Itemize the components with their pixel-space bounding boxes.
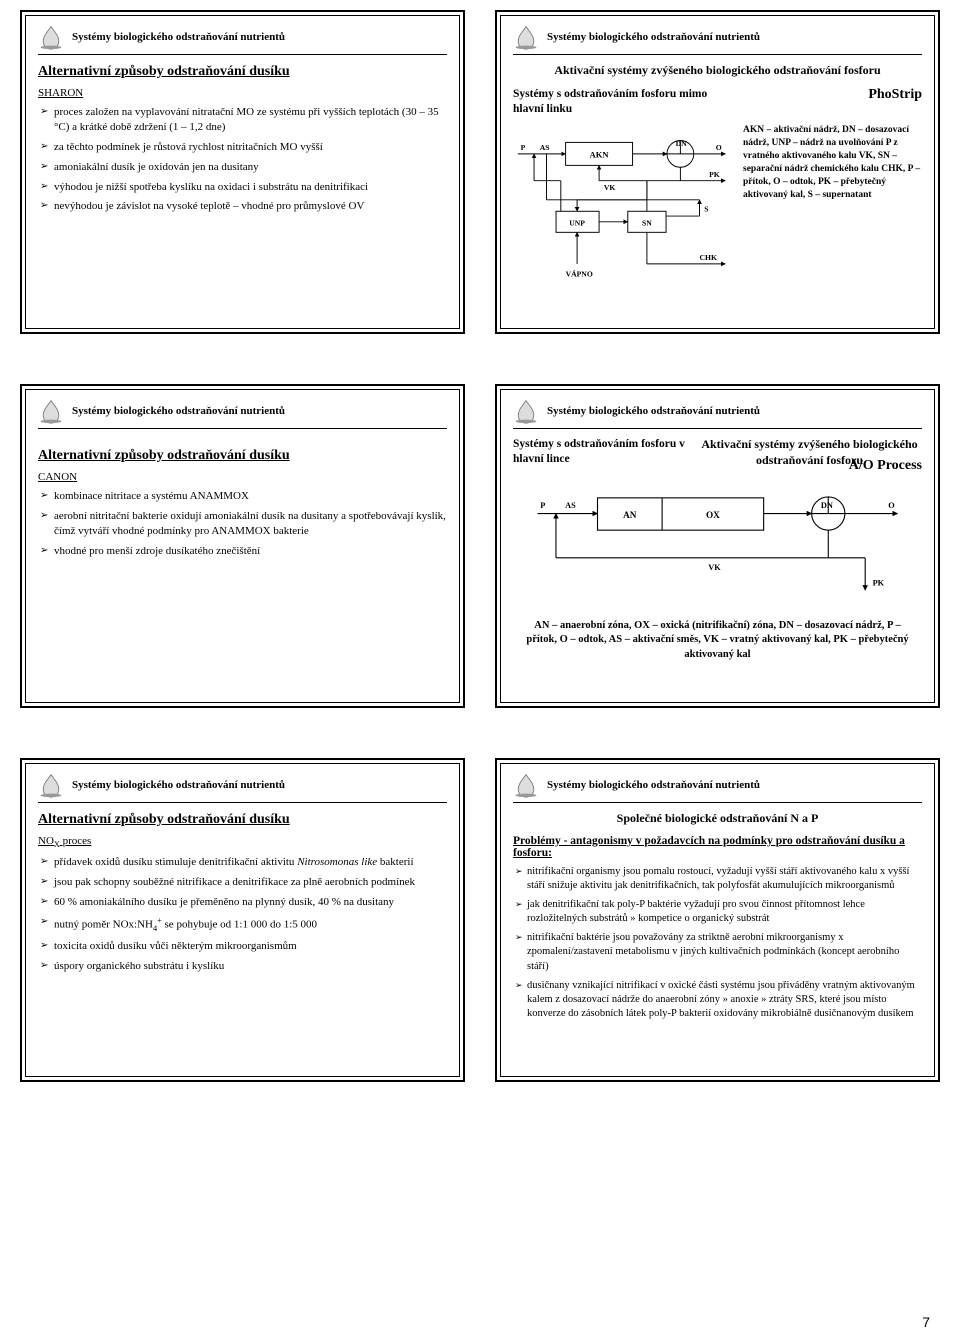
list-item: úspory organického substrátu i kyslíku: [40, 959, 447, 974]
svg-text:OX: OX: [706, 510, 720, 520]
bullet-list: nitrifikační organismy jsou pomalu rosto…: [513, 865, 922, 1022]
header-title: Systémy biologického odstraňování nutrie…: [72, 405, 285, 417]
list-item: výhodou je nižší spotřeba kyslíku na oxi…: [40, 180, 447, 195]
subtitle: SHARON: [38, 87, 83, 99]
bullet-list: kombinace nitritace a systému ANAMMOX aer…: [38, 489, 447, 558]
problems-heading: Problémy - antagonismy v požadavcích na …: [513, 835, 922, 859]
drop-logo-icon: [38, 772, 64, 798]
svg-text:UNP: UNP: [569, 219, 585, 228]
diagram-footnote: AN – anaerobní zóna, OX – oxická (nitrif…: [513, 619, 922, 662]
svg-text:S: S: [704, 205, 708, 214]
header-title: Systémy biologického odstraňování nutrie…: [547, 779, 760, 791]
svg-text:VK: VK: [604, 184, 616, 193]
section-title: Alternativní způsoby odstraňování dusíku: [38, 811, 447, 829]
drop-logo-icon: [38, 398, 64, 424]
ao-diagram: AN OX DN P AS: [513, 484, 922, 607]
legend: AKN – aktivační nádrž, DN – dosazovací n…: [743, 124, 922, 201]
subtitle: CANON: [38, 471, 77, 483]
svg-text:AKN: AKN: [590, 150, 610, 160]
process-name: PhoStrip: [868, 87, 922, 103]
slide-nox: Systémy biologického odstraňování nutrie…: [20, 758, 465, 1082]
svg-text:AN: AN: [623, 510, 637, 520]
list-item: dusičnany vznikající nitrifikací v oxick…: [515, 979, 922, 1022]
list-item: nevýhodou je závislot na vysoké teplotě …: [40, 199, 447, 214]
subsystem-title: Systémy s odstraňováním fosforu mimo hla…: [513, 87, 738, 117]
header-title: Systémy biologického odstraňování nutrie…: [547, 31, 760, 43]
section-title: Alternativní způsoby odstraňování dusíku: [38, 63, 447, 81]
list-item: nitrifikační baktérie jsou považovány za…: [515, 931, 922, 974]
list-item: kombinace nitritace a systému ANAMMOX: [40, 489, 447, 504]
slide-header: Systémy biologického odstraňování nutrie…: [513, 772, 922, 803]
svg-text:AS: AS: [540, 144, 550, 153]
list-item: nitrifikační organismy jsou pomalu rosto…: [515, 865, 922, 893]
subsystem-title: Systémy s odstraňováním fosforu v hlavní…: [513, 437, 697, 467]
svg-text:PK: PK: [709, 170, 720, 179]
svg-text:PK: PK: [873, 579, 885, 588]
list-item: aerobní nitritační bakterie oxidují amon…: [40, 509, 447, 539]
slide-header: Systémy biologického odstraňování nutrie…: [38, 772, 447, 803]
slide-ao-process: Systémy biologického odstraňování nutrie…: [495, 384, 940, 708]
list-item: amoniakální dusík je oxidován jen na dus…: [40, 160, 447, 175]
slide-common-np: Systémy biologického odstraňování nutrie…: [495, 758, 940, 1082]
phostrip-diagram: AKN DN P AS: [513, 124, 733, 292]
svg-text:SN: SN: [642, 219, 652, 228]
header-title: Systémy biologického odstraňování nutrie…: [72, 779, 285, 791]
list-item: jsou pak schopny souběžné nitrifikace a …: [40, 875, 447, 890]
slide-phostrip: Systémy biologického odstraňování nutrie…: [495, 10, 940, 334]
drop-logo-icon: [38, 24, 64, 50]
list-item: proces založen na vyplavování nitratační…: [40, 105, 447, 135]
svg-text:VÁPNO: VÁPNO: [566, 269, 593, 279]
slide-header: Systémy biologického odstraňování nutrie…: [513, 398, 922, 429]
subtitle: NOX proces: [38, 835, 91, 849]
svg-text:DN: DN: [821, 501, 833, 510]
list-item: toxicita oxidů dusíku vůči některým mikr…: [40, 939, 447, 954]
drop-logo-icon: [513, 772, 539, 798]
slide-header: Systémy biologického odstraňování nutrie…: [513, 24, 922, 55]
list-item: přídavek oxidů dusíku stimuluje denitrif…: [40, 855, 447, 870]
list-item: 60 % amoniakálního dusíku je přeměněno n…: [40, 895, 447, 910]
center-title: Společné biologické odstraňování N a P: [513, 811, 922, 827]
svg-text:O: O: [716, 144, 722, 153]
section-title: Alternativní způsoby odstraňování dusíku: [38, 447, 447, 465]
drop-logo-icon: [513, 398, 539, 424]
slide-canon: Systémy biologického odstraňování nutrie…: [20, 384, 465, 708]
svg-text:AS: AS: [565, 501, 576, 510]
list-item: vhodné pro menší zdroje dusíkatého zneči…: [40, 544, 447, 559]
svg-text:P: P: [521, 144, 526, 153]
svg-text:P: P: [540, 501, 545, 510]
list-item: jak denitrifikační tak poly-P baktérie v…: [515, 898, 922, 926]
list-item: za těchto podmínek je růstová rychlost n…: [40, 140, 447, 155]
bullet-list: přídavek oxidů dusíku stimuluje denitrif…: [38, 855, 447, 973]
list-item: nutný poměr NOx:NH4+ se pohybuje od 1:1 …: [40, 915, 447, 934]
header-title: Systémy biologického odstraňování nutrie…: [547, 405, 760, 417]
header-title: Systémy biologického odstraňování nutrie…: [72, 31, 285, 43]
svg-text:VK: VK: [708, 563, 721, 572]
svg-text:CHK: CHK: [700, 254, 717, 263]
slide-header: Systémy biologického odstraňování nutrie…: [38, 24, 447, 55]
drop-logo-icon: [513, 24, 539, 50]
svg-text:O: O: [888, 501, 895, 510]
slide-sharon: Systémy biologického odstraňování nutrie…: [20, 10, 465, 334]
svg-text:DN: DN: [676, 140, 688, 149]
center-title: Aktivační systémy zvýšeného biologického…: [513, 63, 922, 79]
page-number: 7: [922, 1314, 930, 1330]
slide-header: Systémy biologického odstraňování nutrie…: [38, 398, 447, 429]
bullet-list: proces založen na vyplavování nitratační…: [38, 105, 447, 214]
